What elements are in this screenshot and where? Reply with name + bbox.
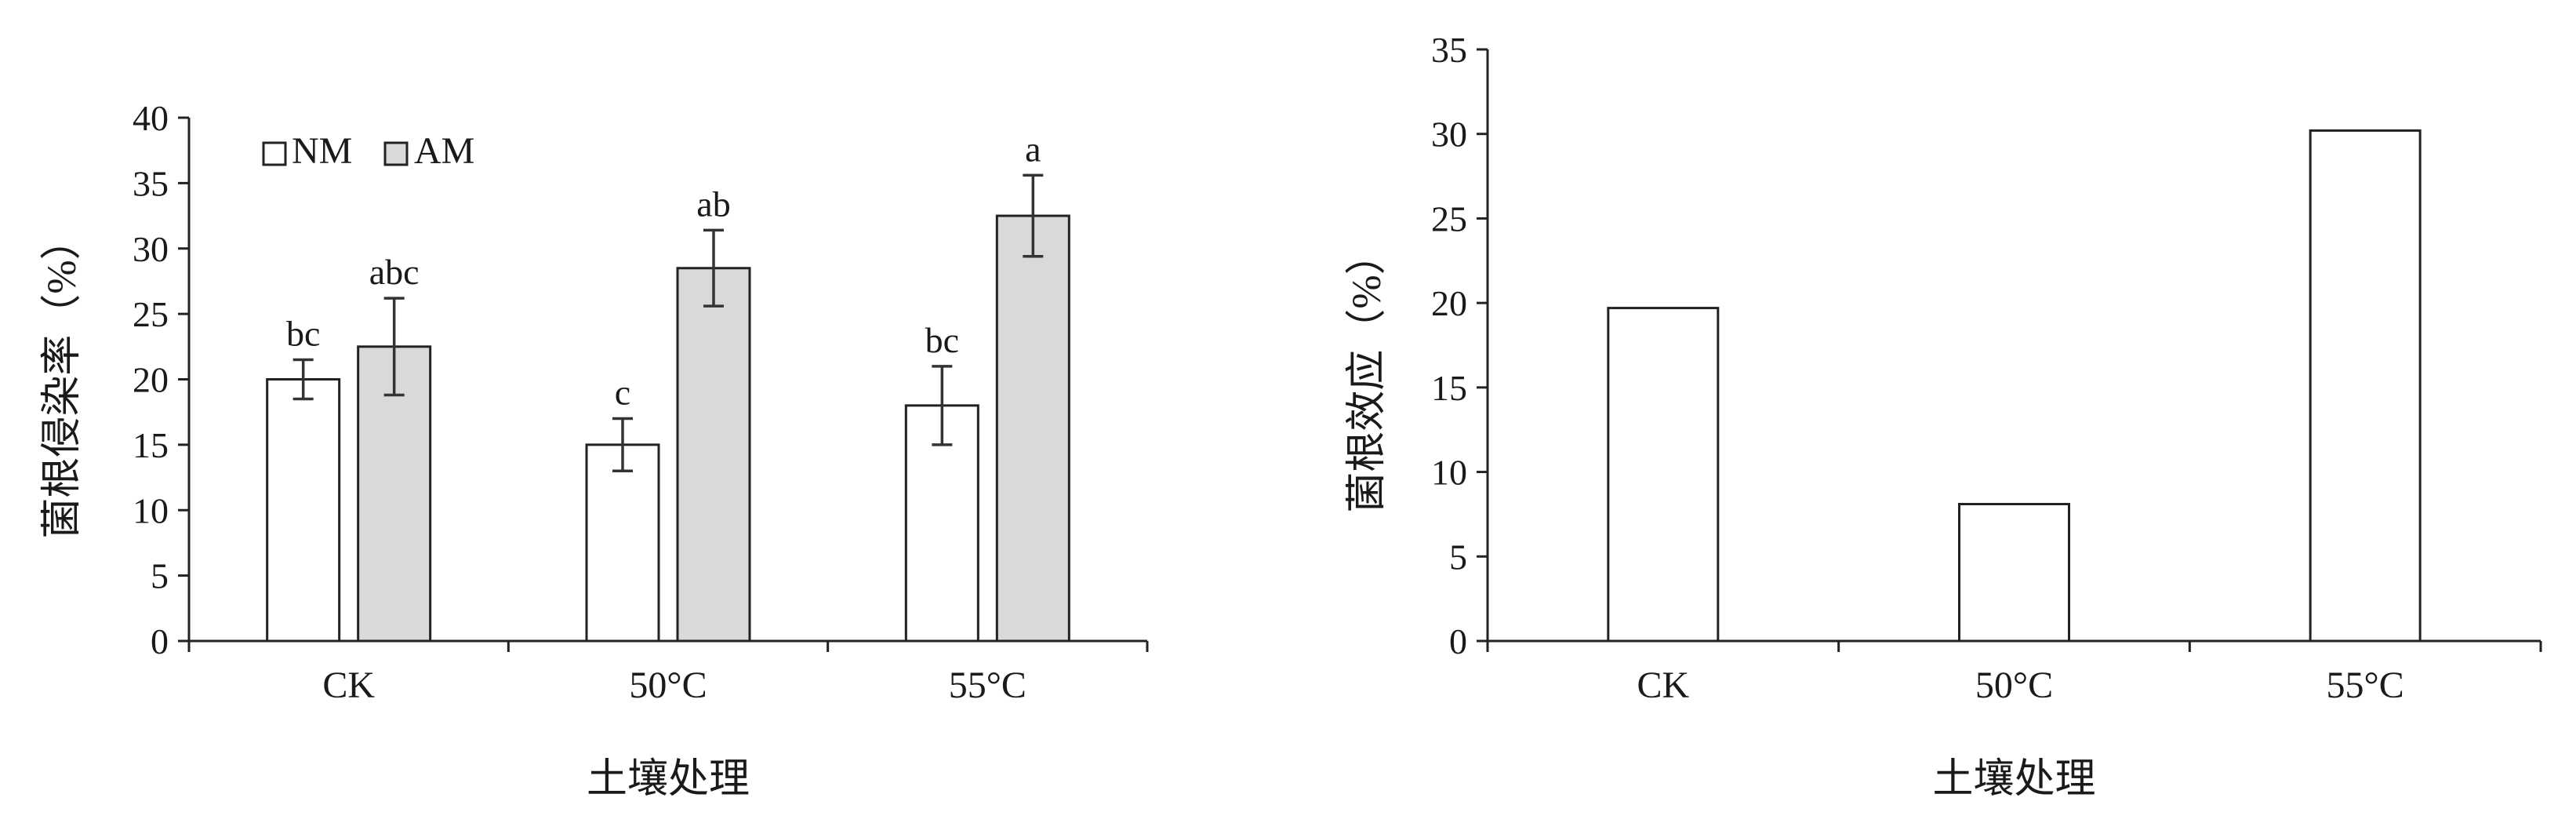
significance-label: bc xyxy=(286,313,320,353)
mycorrhizal-effect-chart: 菌根效应（%） 土壤处理 0 5 10 15 20 25 30 35 CK 50°C 55°C xyxy=(1345,30,2542,802)
y-tick-label: 20 xyxy=(133,360,169,400)
x-tick-label: 50°C xyxy=(629,665,707,706)
bar-am xyxy=(995,214,1070,643)
x-tick-label: 55°C xyxy=(2327,665,2404,706)
legend-swatch-am xyxy=(383,141,409,166)
x-axis-title: 土壤处理 xyxy=(1932,757,2095,802)
y-tick-label: 5 xyxy=(1449,537,1467,577)
y-axis-title: 菌根侵染率（%） xyxy=(40,219,85,538)
significance-label: bc xyxy=(925,320,959,360)
y-tick-label: 5 xyxy=(151,556,169,596)
legend-label-am: AM xyxy=(414,130,474,172)
y-tick-label: 0 xyxy=(1449,621,1467,661)
x-tick-label: 50°C xyxy=(1975,665,2053,706)
y-tick-label: 25 xyxy=(133,294,169,334)
y-tick-label: 35 xyxy=(133,163,169,203)
infection-rate-chart: 菌根侵染率（%） 土壤处理 NM AM 0 5 10 15 20 25 30 35 40 CK 50… xyxy=(40,98,1149,802)
bar xyxy=(1958,503,2070,643)
y-tick-label: 25 xyxy=(1431,198,1467,239)
y-tick-label: 15 xyxy=(1431,368,1467,408)
y-tick-label: 35 xyxy=(1431,30,1467,70)
y-tick-label: 10 xyxy=(1431,453,1467,493)
bar-nm xyxy=(266,378,341,643)
y-tick-label: 30 xyxy=(1431,115,1467,155)
x-tick-label: CK xyxy=(1637,665,1689,706)
legend: NM AM xyxy=(262,130,474,172)
bar-am xyxy=(676,267,751,643)
bar xyxy=(1607,307,1720,643)
legend-swatch-nm xyxy=(262,141,287,166)
y-tick-label: 0 xyxy=(151,621,169,661)
y-tick-label: 40 xyxy=(133,98,169,138)
significance-label: a xyxy=(1025,129,1041,169)
x-tick-label: 55°C xyxy=(949,665,1026,706)
y-axis-title: 菌根效应（%） xyxy=(1345,234,1390,512)
significance-label: abc xyxy=(369,252,420,292)
bar-nm xyxy=(585,443,660,643)
bar xyxy=(2309,129,2422,643)
significance-label: ab xyxy=(696,184,730,224)
y-tick-label: 30 xyxy=(133,229,169,269)
y-tick-label: 20 xyxy=(1431,283,1467,323)
legend-label-nm: NM xyxy=(292,130,352,172)
x-tick-label: CK xyxy=(322,665,375,706)
y-tick-label: 15 xyxy=(133,425,169,465)
x-axis-title: 土壤处理 xyxy=(587,757,750,802)
y-tick-label: 10 xyxy=(133,490,169,530)
significance-label: c xyxy=(615,373,630,413)
